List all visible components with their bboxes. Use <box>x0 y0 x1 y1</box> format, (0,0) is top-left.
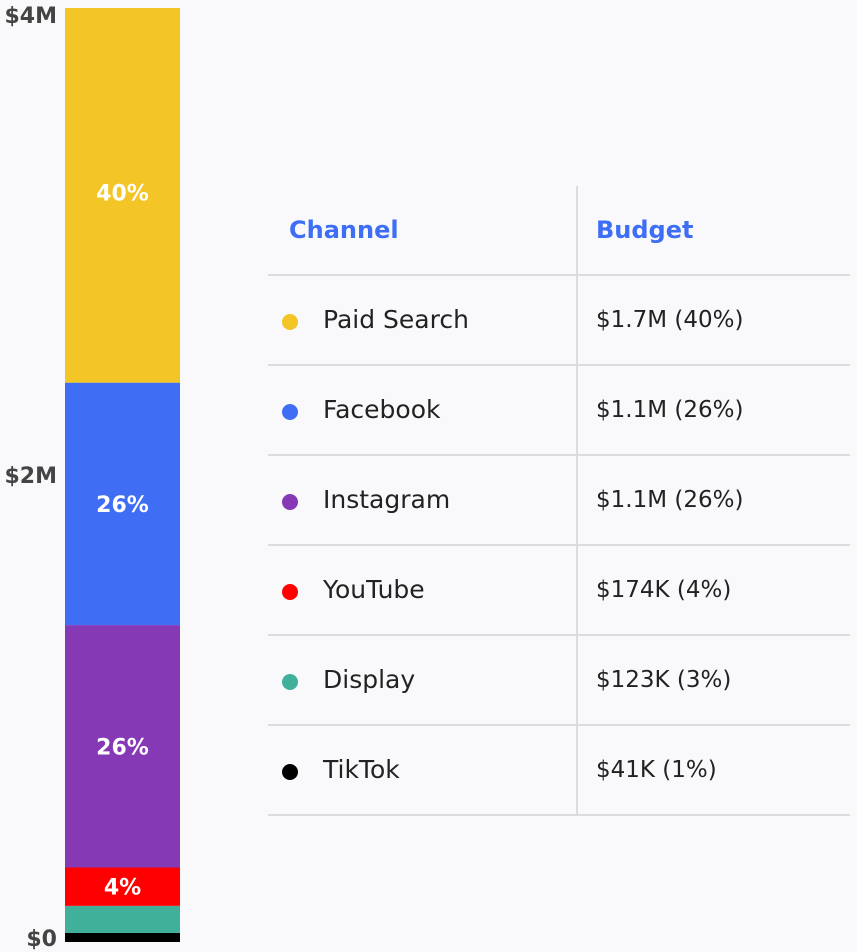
budget-value: $1.1M (26%) <box>596 487 744 513</box>
legend-dot-icon <box>282 404 298 420</box>
budget-value: $1.7M (40%) <box>596 307 744 333</box>
legend-dot-icon <box>282 584 298 600</box>
bar-segment-paid-search <box>65 8 180 383</box>
segment-data-label: 26% <box>96 493 149 518</box>
budget-value: $41K (1%) <box>596 757 717 783</box>
legend-dot-icon <box>282 494 298 510</box>
table-row: TikTok $41K (1%) <box>268 726 850 816</box>
budget-table: Channel Budget Paid Search $1.7M (40%) Fac… <box>268 186 850 816</box>
table-row: Paid Search $1.7M (40%) <box>268 276 850 366</box>
legend-dot-icon <box>282 314 298 330</box>
bar-segment-facebook <box>65 382 180 626</box>
segment-data-label: 4% <box>104 876 141 901</box>
budget-value: $174K (4%) <box>596 577 732 603</box>
channel-name: YouTube <box>323 575 425 604</box>
header-channel: Channel <box>289 216 399 244</box>
table-row: YouTube $174K (4%) <box>268 546 850 636</box>
y-tick-label: $2M <box>4 464 57 489</box>
table-header-row: Channel Budget <box>268 186 850 276</box>
legend-dot-icon <box>282 764 298 780</box>
y-tick-label: $4M <box>4 4 57 29</box>
y-tick-label: $0 <box>26 927 57 952</box>
stacked-bar-chart: $0 $2M $4M 4% 26% 26% 40% <box>4 4 180 952</box>
header-budget: Budget <box>596 216 694 244</box>
table-row: Display $123K (3%) <box>268 636 850 726</box>
legend-dot-icon <box>282 674 298 690</box>
bar-segment-display <box>65 905 180 933</box>
table-body: Paid Search $1.7M (40%) Facebook $1.1M (26%… <box>268 276 850 816</box>
channel-name: Display <box>323 665 416 694</box>
table-row: Instagram $1.1M (26%) <box>268 456 850 546</box>
segment-data-label: 40% <box>96 181 149 206</box>
bar-segment-youtube <box>65 867 180 906</box>
column-divider <box>576 186 578 816</box>
table-row: Facebook $1.1M (26%) <box>268 366 850 456</box>
channel-name: Instagram <box>323 485 451 514</box>
segment-data-label: 26% <box>96 735 149 760</box>
budget-value: $1.1M (26%) <box>596 397 744 423</box>
channel-name: Facebook <box>323 395 441 424</box>
channel-name: TikTok <box>323 755 400 784</box>
channel-name: Paid Search <box>323 305 469 334</box>
bar-segment-instagram <box>65 625 180 868</box>
budget-value: $123K (3%) <box>596 667 732 693</box>
bar-segment-tiktok <box>65 932 180 942</box>
